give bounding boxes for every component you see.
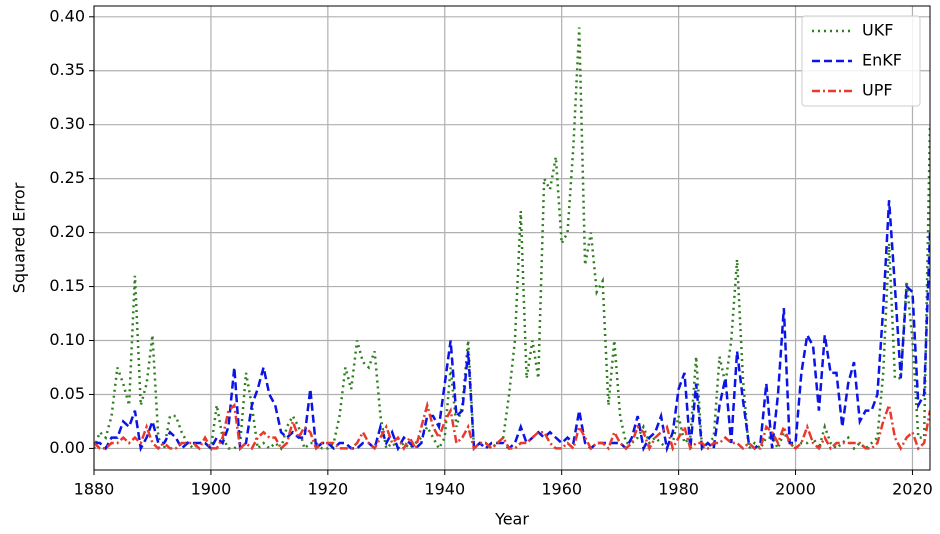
x-tick-label: 1900 [191, 480, 232, 499]
legend-label: UPF [862, 81, 893, 100]
legend-box [801, 15, 921, 107]
legend-label: UKF [862, 21, 893, 40]
x-tick-label: 2020 [892, 480, 933, 499]
plot-frame [93, 5, 931, 471]
x-tick-label: 1880 [74, 480, 115, 499]
y-tick-label: 0.20 [49, 222, 85, 241]
y-tick-label: 0.05 [49, 384, 85, 403]
y-tick-label: 0.25 [49, 168, 85, 187]
y-tick-label: 0.35 [49, 60, 85, 79]
x-tick-label: 1980 [658, 480, 699, 499]
y-tick-label: 0.15 [49, 276, 85, 295]
x-axis-label: Year [494, 510, 529, 529]
y-tick-label: 0.10 [49, 330, 85, 349]
legend-label: EnKF [862, 51, 902, 70]
series-line [94, 400, 930, 452]
y-tick-label: 0.30 [49, 114, 85, 133]
series-line [94, 200, 930, 454]
x-tick-label: 1920 [307, 480, 348, 499]
y-tick-label: 0.00 [49, 438, 85, 457]
y-tick-label: 0.40 [49, 6, 85, 25]
x-tick-label: 2000 [775, 480, 816, 499]
x-tick-label: 1940 [424, 480, 465, 499]
y-axis-label: Squared Error [10, 182, 29, 293]
x-tick-label: 1960 [541, 480, 582, 499]
